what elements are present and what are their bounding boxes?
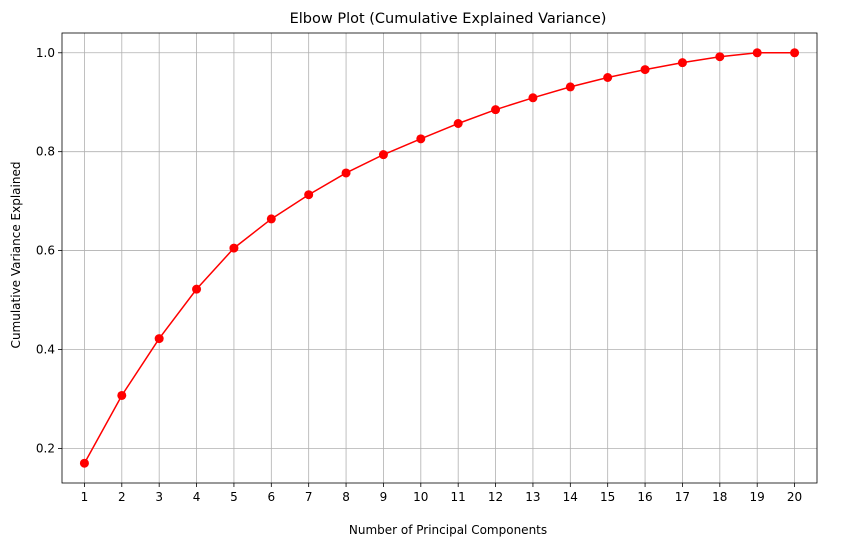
x-tick-label: 11 [451, 490, 466, 504]
x-tick-label: 3 [155, 490, 163, 504]
data-point [117, 390, 127, 400]
x-tick-label: 6 [267, 490, 275, 504]
data-point [491, 105, 501, 115]
x-tick-label: 14 [563, 490, 578, 504]
x-tick-label: 4 [193, 490, 201, 504]
x-tick-label: 2 [118, 490, 126, 504]
y-tick-label: 0.6 [36, 244, 55, 258]
data-point [341, 168, 351, 178]
y-axis: 0.2 0.4 0.6 0.8 1.0 [36, 46, 62, 455]
x-tick-label: 1 [81, 490, 89, 504]
x-axis: 1 2 3 4 5 6 7 8 9 10 11 12 13 14 15 16 17 18 19 20 [81, 483, 802, 504]
series-layer [79, 48, 800, 468]
data-point [752, 48, 762, 58]
data-point [416, 134, 426, 144]
data-point [229, 243, 239, 253]
series-line [83, 52, 795, 464]
x-tick-label: 8 [342, 490, 350, 504]
data-point [154, 334, 164, 344]
x-tick-label: 13 [525, 490, 540, 504]
data-point [565, 82, 575, 92]
x-tick-label: 19 [750, 490, 765, 504]
data-point [528, 93, 538, 103]
data-point [715, 52, 725, 62]
data-point [677, 58, 687, 68]
x-tick-label: 10 [413, 490, 428, 504]
chart-title: Elbow Plot (Cumulative Explained Varianc… [290, 11, 607, 27]
x-tick-label: 17 [675, 490, 690, 504]
y-tick-label: 1.0 [36, 46, 55, 60]
x-tick-label: 15 [600, 490, 615, 504]
data-point [453, 118, 463, 128]
data-point [790, 48, 800, 58]
data-point [603, 73, 613, 83]
y-tick-label: 0.4 [36, 342, 55, 356]
data-point [192, 284, 202, 294]
x-axis-label: Number of Principal Components [349, 523, 547, 537]
data-point [304, 190, 314, 200]
y-tick-label: 0.2 [36, 441, 55, 455]
x-tick-label: 16 [637, 490, 652, 504]
y-tick-label: 0.8 [36, 145, 55, 159]
y-axis-label: Cumulative Variance Explained [9, 162, 23, 349]
x-tick-label: 9 [380, 490, 388, 504]
data-point [378, 150, 388, 160]
grid [62, 33, 817, 483]
data-point [79, 458, 89, 468]
x-tick-label: 20 [787, 490, 802, 504]
x-tick-label: 7 [305, 490, 313, 504]
data-point [640, 65, 650, 75]
x-tick-label: 12 [488, 490, 503, 504]
x-tick-label: 18 [712, 490, 727, 504]
data-point [266, 214, 276, 224]
x-tick-label: 5 [230, 490, 238, 504]
plot-frame [61, 32, 818, 484]
